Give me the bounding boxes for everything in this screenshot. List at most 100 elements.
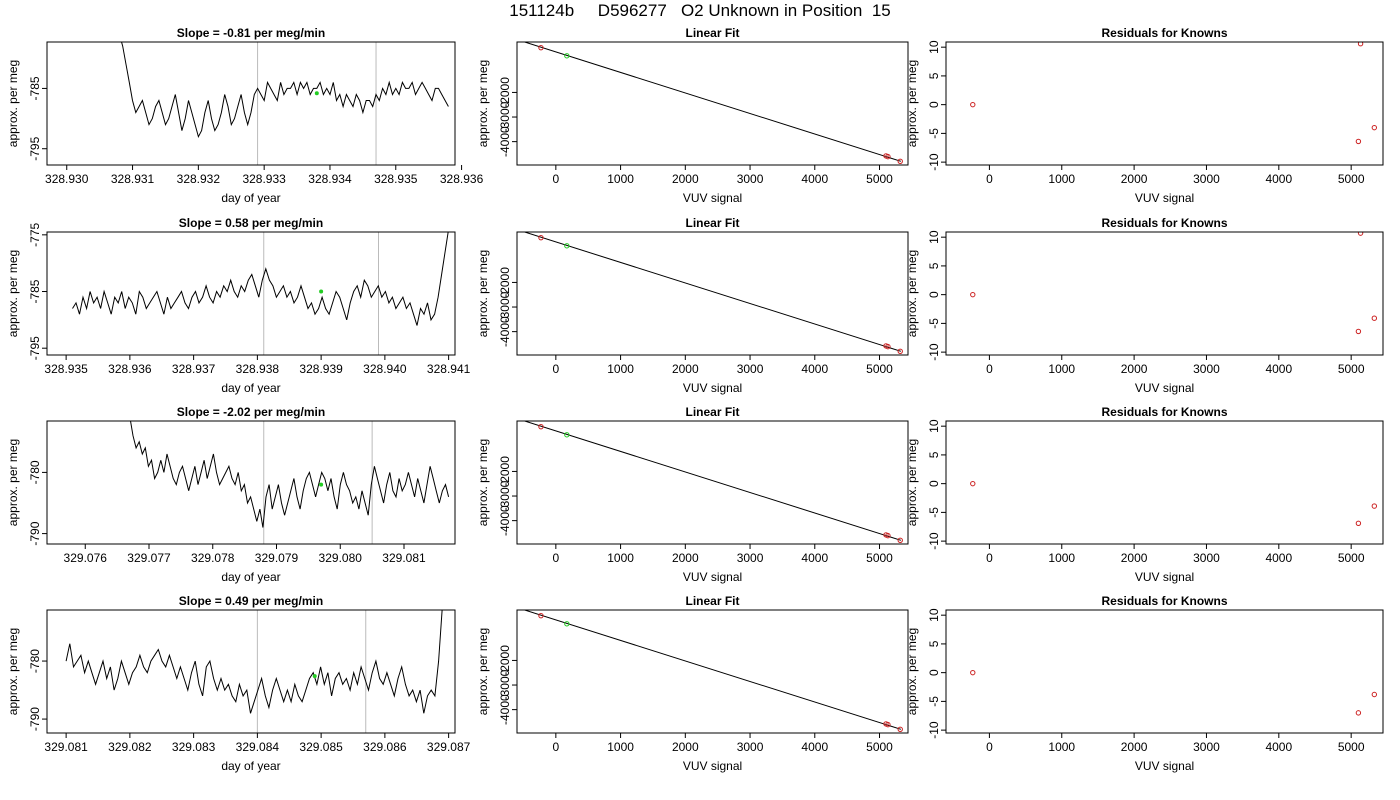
panel-0-1-x-tick-label-0: 0: [552, 172, 559, 186]
panel-1-0-y-axis-label: approx. per meg: [6, 250, 20, 337]
panel-3-0-x-tick-label-6: 329.087: [427, 740, 471, 754]
panel-0-0-frame: [46, 41, 456, 166]
panel-1-0-title: Slope = 0.58 per meg/min: [179, 216, 323, 230]
panel-3-0-x-tick-label-3: 329.084: [236, 740, 280, 754]
panel-3-1-known-point-0: [538, 612, 544, 619]
panel-1-0-x-tick-label-4: 328.939: [299, 362, 343, 376]
panel-3-0-x-tick-label-0: 329.081: [44, 740, 88, 754]
panel-0-2-x-tick-label-2: 2000: [1121, 172, 1148, 186]
panel-1-2-x-tick-label-3: 3000: [1193, 362, 1220, 376]
panel-2-0-x-axis-label: day of year: [221, 570, 280, 584]
panel-2-1-unknown-point-0: [564, 432, 570, 438]
panel-1-0-x-tick-label-1: 328.936: [108, 362, 152, 376]
panel-2-1-y-axis-label: approx. per meg: [476, 439, 490, 526]
panel-0-2-title: Residuals for Knowns: [1101, 26, 1227, 40]
panel-2-1-y-tick-label-0: -2000: [498, 456, 512, 487]
panel-0-1-known-point-3: [897, 158, 903, 165]
panel-3-1-y-tick-label-0: -2000: [498, 645, 512, 676]
panel-2-2-x-tick-label-3: 3000: [1193, 551, 1220, 565]
panel-0-1-x-tick-label-1: 1000: [607, 172, 634, 186]
panel-0-1-x-tick-label-2: 2000: [672, 172, 699, 186]
panel-1-1-x-tick-label-5: 5000: [866, 362, 893, 376]
panel-3-1-y-tick-label-1: -3000: [498, 669, 512, 700]
panel-0-1-known-point-2: [885, 153, 891, 160]
panel-2-2-y-axis-label: approx. per meg: [905, 439, 919, 526]
panel-2-2-y-tick-label-1: 5: [927, 451, 941, 458]
panel-3-2-x-tick-label-4: 4000: [1265, 740, 1292, 754]
panel-0-2-y-axis-label: approx. per meg: [905, 60, 919, 147]
panel-0-0-x-axis-label: day of year: [221, 191, 280, 205]
panel-2-2-y-tick-label-0: 10: [927, 419, 941, 433]
panel-0-0-trace-line: [121, 42, 449, 139]
panel-2-2-y-tick-label-3: -5: [927, 507, 941, 518]
panel-2-0-title: Slope = -2.02 per meg/min: [177, 405, 325, 419]
panel-0-2-y-tick-label-3: -5: [927, 128, 941, 139]
panel-1-1-x-axis-label: VUV signal: [683, 381, 742, 395]
panel-3-0-y-axis-label: approx. per meg: [6, 628, 20, 715]
panel-1-0-x-axis-label: day of year: [221, 381, 280, 395]
panel-0-0-x-tick-label-0: 328.930: [45, 172, 89, 186]
panel-2-1-x-tick-label-5: 5000: [866, 551, 893, 565]
panel-3-2-x-tick-label-2: 2000: [1121, 740, 1148, 754]
panel-2-2-x-tick-label-0: 0: [986, 551, 993, 565]
panel-1-2-known-point-1: [1357, 232, 1364, 236]
panel-2-0-y-tick-label-0: -780: [28, 460, 42, 484]
panel-1-0-x-tick-label-0: 328.935: [44, 362, 88, 376]
panel-3-1-fit-line: [522, 610, 902, 730]
panel-0-0-unknown-point: [314, 91, 319, 96]
panel-0-1-fit-line: [522, 42, 902, 162]
panel-0-1-y-axis-label: approx. per meg: [476, 60, 490, 147]
panel-3-1-frame: [516, 609, 909, 734]
panel-0-0-y-axis-label: approx. per meg: [6, 60, 20, 147]
panel-2-1-x-tick-label-0: 0: [552, 551, 559, 565]
panel-3-1-y-axis-label: approx. per meg: [476, 628, 490, 715]
panel-2-2-x-tick-label-1: 1000: [1048, 551, 1075, 565]
panel-2-0-x-tick-label-5: 329.081: [382, 551, 426, 565]
panel-0-1-x-tick-label-4: 4000: [801, 172, 828, 186]
panel-3-1-x-axis-label: VUV signal: [683, 759, 742, 773]
panel-0-2-x-tick-label-4: 4000: [1265, 172, 1292, 186]
panel-3-2-y-tick-label-2: 0: [927, 669, 941, 676]
panel-3-0-title: Slope = 0.49 per meg/min: [179, 594, 323, 608]
panel-3-2-y-axis-label: approx. per meg: [905, 628, 919, 715]
panel-1-0-x-tick-label-2: 328.937: [172, 362, 216, 376]
panel-3-0-x-tick-label-5: 329.086: [363, 740, 407, 754]
panel-1-2-y-axis-label: approx. per meg: [905, 250, 919, 337]
panel-0-2-known-point-1: [1357, 42, 1364, 47]
panel-1-0-y-tick-label-1: -785: [28, 279, 42, 303]
panel-2-0-y-tick-label-1: -790: [28, 521, 42, 545]
panel-1-0-x-tick-label-5: 328.940: [363, 362, 407, 376]
panel-0-1-y-tick-label-2: -4000: [498, 126, 512, 157]
panel-3-2-y-tick-label-3: -5: [927, 696, 941, 707]
panel-1-2-x-tick-label-2: 2000: [1121, 362, 1148, 376]
panel-1-1-title: Linear Fit: [685, 216, 739, 230]
panel-1-1-y-tick-label-0: -2000: [498, 267, 512, 298]
panel-1-2-y-tick-label-4: -10: [927, 343, 941, 361]
panel-2-0-x-tick-label-0: 329.076: [64, 551, 108, 565]
panel-0-2-x-tick-label-0: 0: [986, 172, 993, 186]
panel-3-2-known-point-0: [970, 669, 976, 676]
panel-2-1-fit-line: [522, 421, 902, 541]
panel-0-0-y-tick-label-0: -785: [28, 76, 42, 100]
panel-1-1-unknown-point-0: [564, 243, 570, 249]
panel-2-1-known-point-3: [897, 537, 903, 544]
panel-0-1-title: Linear Fit: [685, 26, 739, 40]
panel-1-0-x-tick-label-6: 328.941: [427, 362, 471, 376]
panel-1-1-y-tick-label-1: -3000: [498, 291, 512, 322]
panel-3-2-known-point-1: [1355, 710, 1362, 716]
panel-1-2-x-tick-label-1: 1000: [1048, 362, 1075, 376]
panel-2-1-title: Linear Fit: [685, 405, 739, 419]
panel-3-0-x-tick-label-4: 329.085: [299, 740, 343, 754]
panel-0-2-x-axis-label: VUV signal: [1135, 191, 1194, 205]
panel-2-0-x-tick-label-2: 329.078: [191, 551, 235, 565]
panel-0-0-x-tick-label-3: 328.933: [242, 172, 286, 186]
panel-2-0-unknown-point: [319, 482, 324, 487]
page-title: 151124b D596277 O2 Unknown in Position 1…: [509, 1, 891, 20]
panel-2-2-y-tick-label-2: 0: [927, 480, 941, 487]
panel-1-1-known-point-2: [885, 343, 891, 350]
panel-0-0-y-tick-label-1: -795: [28, 136, 42, 160]
panel-3-2-title: Residuals for Knowns: [1101, 594, 1227, 608]
panel-0-2-x-tick-label-3: 3000: [1193, 172, 1220, 186]
panel-2-2-y-tick-label-4: -10: [927, 532, 941, 550]
